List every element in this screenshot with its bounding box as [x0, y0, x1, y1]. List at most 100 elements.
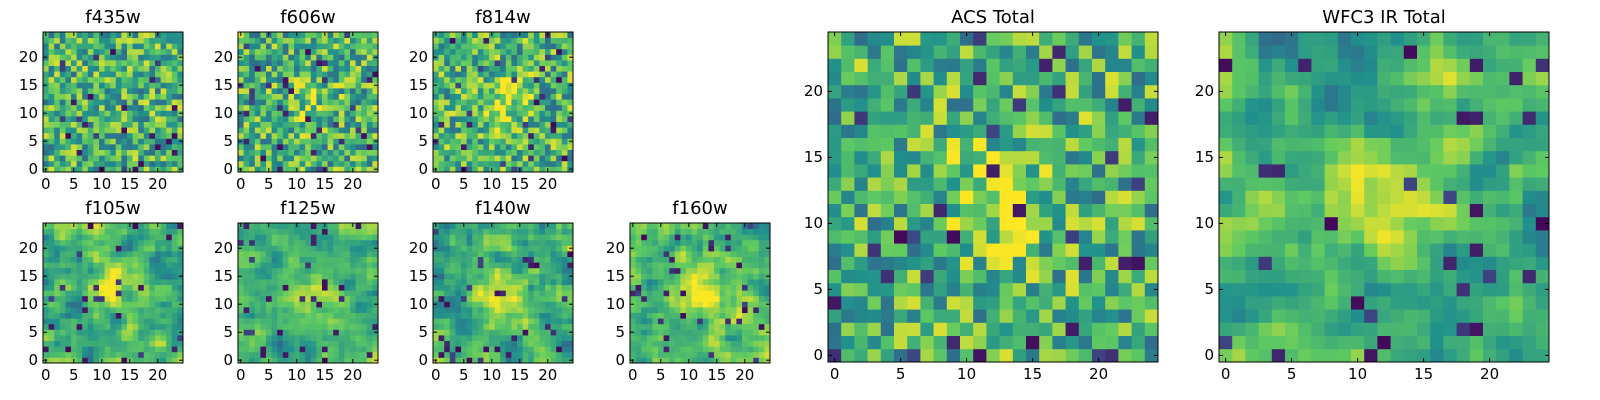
heatmap-cell [854, 296, 868, 310]
heatmap-cell [327, 155, 334, 162]
heatmap-cell [920, 256, 934, 270]
heatmap-cell [355, 223, 362, 229]
heatmap-cell [93, 43, 100, 50]
heatmap-cell [271, 340, 278, 347]
heatmap-cell [505, 48, 512, 55]
heatmap-cell [1065, 335, 1080, 350]
heatmap-cell [1078, 296, 1093, 310]
heatmap-cell [669, 340, 676, 347]
heatmap-cell [438, 295, 445, 302]
heatmap-cell [933, 296, 948, 310]
heatmap-cell [764, 279, 771, 285]
heatmap-cell [933, 243, 948, 257]
x-tick-label: 20 [538, 175, 558, 193]
heatmap-cell [528, 138, 535, 145]
heatmap-cell [110, 267, 117, 274]
heatmap-cell [305, 357, 312, 364]
heatmap-cell [138, 127, 145, 134]
heatmap-cell [299, 234, 306, 241]
heatmap-cell [641, 239, 648, 246]
heatmap-cell [115, 273, 122, 280]
heatmap-cell [669, 279, 676, 285]
heatmap-cell [646, 273, 653, 280]
heatmap-cell [702, 279, 709, 285]
heatmap-cell [466, 323, 473, 330]
heatmap-cell [171, 318, 178, 325]
heatmap-cell [48, 88, 55, 94]
heatmap-cell [127, 245, 133, 252]
heatmap-cell [143, 351, 150, 358]
heatmap-cell [299, 351, 306, 358]
heatmap-cell [635, 234, 642, 241]
heatmap-cell [171, 323, 178, 330]
heatmap-cell [444, 284, 451, 291]
heatmap-cell [539, 82, 546, 89]
heatmap-cell [472, 37, 479, 44]
heatmap-cell [350, 155, 356, 162]
heatmap-cell [260, 284, 267, 291]
heatmap-cell [54, 116, 61, 122]
heatmap-cell [646, 357, 653, 364]
heatmap-cell [254, 323, 261, 330]
heatmap-cell [104, 234, 111, 241]
heatmap-cell [338, 82, 345, 89]
heatmap-cell [43, 351, 49, 358]
heatmap-cell [166, 121, 173, 128]
heatmap-cell [522, 121, 529, 128]
heatmap-cell [121, 262, 128, 269]
heatmap-cell [82, 99, 89, 106]
heatmap-cell [511, 290, 518, 297]
heatmap-cell [747, 295, 754, 302]
heatmap-cell [517, 307, 523, 313]
heatmap-cell [973, 190, 987, 204]
heatmap-cell [166, 245, 173, 252]
heatmap-cell [545, 65, 551, 72]
heatmap-cell [344, 60, 351, 66]
heatmap-cell [561, 76, 568, 83]
heatmap-cell [742, 351, 748, 358]
heatmap-cell [249, 155, 256, 162]
heatmap-cell [1026, 177, 1040, 191]
heatmap-cell [472, 93, 479, 100]
heatmap-cell [505, 295, 512, 302]
heatmap-cell [294, 351, 300, 358]
heatmap-cell [59, 48, 66, 55]
heatmap-cell [138, 262, 145, 269]
heatmap-cell [986, 177, 1000, 191]
heatmap-cell [243, 290, 250, 297]
heatmap-cell [533, 43, 540, 50]
heatmap-cell [730, 251, 737, 257]
heatmap-cell [310, 104, 317, 111]
heatmap-cell [461, 295, 467, 302]
x-tick-label: 15 [510, 366, 530, 384]
heatmap-cell [466, 279, 473, 285]
heatmap-cell [310, 121, 317, 128]
heatmap-cell [65, 335, 72, 341]
heatmap-cell [266, 88, 272, 94]
heatmap-cell [333, 32, 340, 38]
heatmap-cell [372, 256, 379, 263]
heatmap-cell [316, 110, 323, 117]
heatmap-cell [238, 144, 244, 150]
heatmap-cell [76, 256, 83, 263]
heatmap-cell [127, 127, 133, 134]
heatmap-cell [528, 160, 535, 167]
heatmap-cell [65, 82, 72, 89]
heatmap-cell [249, 48, 256, 55]
heatmap-cell [127, 318, 133, 325]
heatmap-cell [310, 284, 317, 291]
heatmap-cell [327, 346, 334, 353]
heatmap-cell [160, 301, 167, 308]
heatmap-cell [646, 290, 653, 297]
heatmap-cell [517, 323, 523, 330]
heatmap-cell [71, 301, 77, 308]
heatmap-cell [160, 149, 167, 156]
heatmap-cell [361, 323, 368, 330]
heatmap-cell [946, 216, 961, 231]
heatmap-cell [177, 239, 184, 246]
heatmap-cell [338, 43, 345, 50]
heatmap-cell [567, 256, 574, 263]
heatmap-cell [127, 160, 133, 167]
heatmap-cell [316, 323, 323, 330]
heatmap-cell [87, 149, 94, 156]
